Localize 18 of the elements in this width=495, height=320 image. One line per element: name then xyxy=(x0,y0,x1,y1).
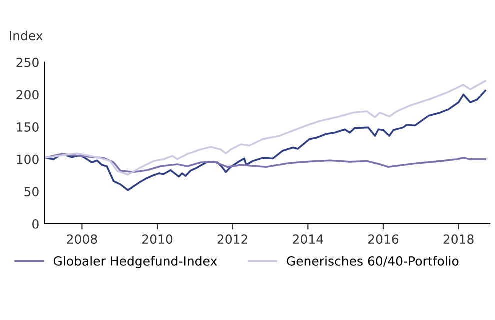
legend-label: Globaler Hedgefund-Index xyxy=(54,256,218,268)
x-tick-label: 2016 xyxy=(368,234,399,244)
x-tick-label: 2014 xyxy=(293,234,324,244)
x-tick-label: 2012 xyxy=(218,234,248,244)
line-series xyxy=(44,80,486,176)
y-tick-label: 250 xyxy=(16,58,39,68)
x-tick-label: 2018 xyxy=(444,234,474,244)
y-tick-label: 0 xyxy=(32,219,39,229)
y-tick-label: 150 xyxy=(17,122,39,132)
y-axis-title: Index xyxy=(10,30,43,41)
y-tick-label: 100 xyxy=(17,154,39,164)
y-tick-label: 50 xyxy=(24,187,39,197)
y-tick-label: 200 xyxy=(16,90,39,100)
line-series xyxy=(44,153,486,174)
legend-label: Generisches 60/40-Portfolio xyxy=(287,256,459,267)
line-series xyxy=(44,90,486,192)
x-tick-label: 2008 xyxy=(67,234,98,244)
x-tick-label: 2010 xyxy=(142,234,173,244)
